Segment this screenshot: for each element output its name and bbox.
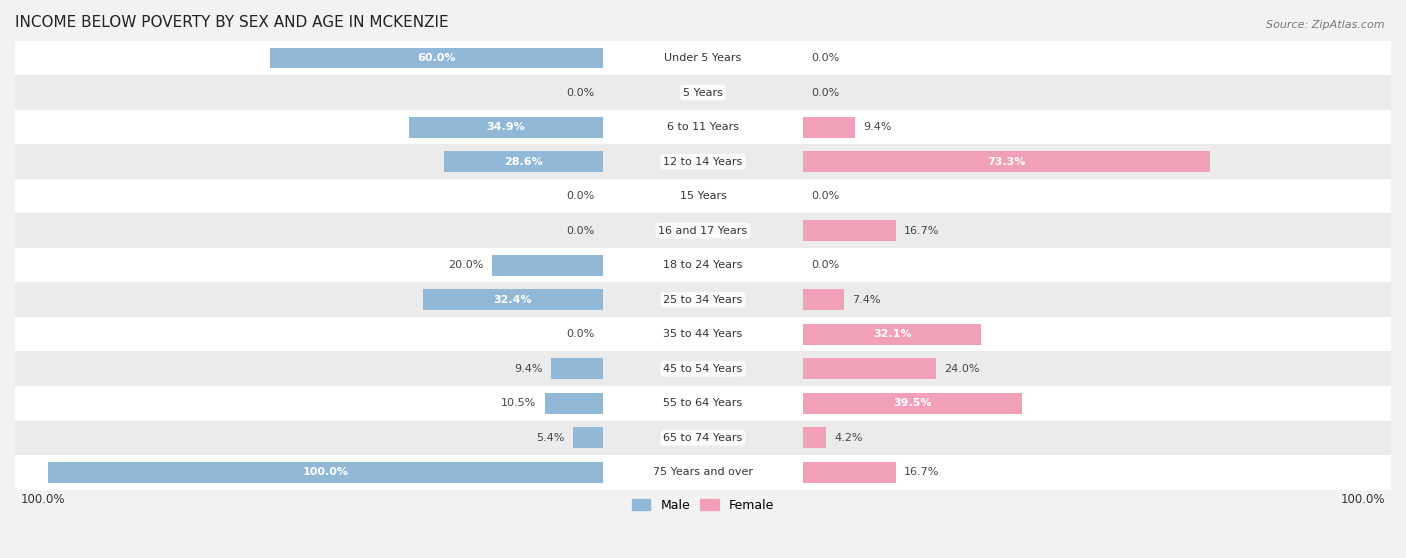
Text: 6 to 11 Years: 6 to 11 Years — [666, 122, 740, 132]
Bar — [551, 358, 603, 379]
Text: 65 to 74 Years: 65 to 74 Years — [664, 433, 742, 443]
Text: 39.5%: 39.5% — [893, 398, 932, 408]
Bar — [409, 117, 603, 137]
Bar — [803, 427, 827, 448]
Text: 9.4%: 9.4% — [515, 364, 543, 374]
Text: 5 Years: 5 Years — [683, 88, 723, 98]
Bar — [803, 358, 936, 379]
Bar — [270, 48, 603, 69]
Text: 0.0%: 0.0% — [811, 191, 839, 201]
Text: 16 and 17 Years: 16 and 17 Years — [658, 225, 748, 235]
Bar — [48, 462, 603, 483]
Text: 35 to 44 Years: 35 to 44 Years — [664, 329, 742, 339]
Text: 60.0%: 60.0% — [418, 53, 456, 63]
Bar — [15, 282, 1391, 317]
Text: INCOME BELOW POVERTY BY SEX AND AGE IN MCKENZIE: INCOME BELOW POVERTY BY SEX AND AGE IN M… — [15, 15, 449, 30]
Bar — [15, 145, 1391, 179]
Text: Source: ZipAtlas.com: Source: ZipAtlas.com — [1267, 20, 1385, 30]
Bar — [803, 324, 981, 345]
Bar — [15, 455, 1391, 489]
Bar — [803, 220, 896, 241]
Bar — [15, 386, 1391, 421]
Bar — [15, 421, 1391, 455]
Bar — [15, 41, 1391, 75]
Bar — [803, 393, 1022, 413]
Text: 25 to 34 Years: 25 to 34 Years — [664, 295, 742, 305]
Text: 0.0%: 0.0% — [567, 329, 595, 339]
Text: 100.0%: 100.0% — [21, 493, 65, 506]
Text: 0.0%: 0.0% — [811, 260, 839, 270]
Bar — [15, 248, 1391, 282]
Text: 0.0%: 0.0% — [811, 88, 839, 98]
Text: 55 to 64 Years: 55 to 64 Years — [664, 398, 742, 408]
Bar — [444, 151, 603, 172]
Text: 100.0%: 100.0% — [1341, 493, 1385, 506]
Text: 18 to 24 Years: 18 to 24 Years — [664, 260, 742, 270]
Text: 34.9%: 34.9% — [486, 122, 526, 132]
Text: 100.0%: 100.0% — [302, 467, 349, 477]
Text: Under 5 Years: Under 5 Years — [665, 53, 741, 63]
Bar — [15, 179, 1391, 214]
Bar — [15, 214, 1391, 248]
Text: 0.0%: 0.0% — [811, 53, 839, 63]
Text: 15 Years: 15 Years — [679, 191, 727, 201]
Text: 0.0%: 0.0% — [567, 225, 595, 235]
Bar — [544, 393, 603, 413]
Text: 0.0%: 0.0% — [567, 191, 595, 201]
Text: 20.0%: 20.0% — [449, 260, 484, 270]
Bar — [15, 110, 1391, 145]
Text: 5.4%: 5.4% — [536, 433, 565, 443]
Text: 12 to 14 Years: 12 to 14 Years — [664, 157, 742, 167]
Text: 10.5%: 10.5% — [501, 398, 537, 408]
Text: 45 to 54 Years: 45 to 54 Years — [664, 364, 742, 374]
Bar — [803, 462, 896, 483]
Text: 24.0%: 24.0% — [945, 364, 980, 374]
Text: 73.3%: 73.3% — [987, 157, 1025, 167]
Text: 32.4%: 32.4% — [494, 295, 533, 305]
Bar — [15, 317, 1391, 352]
Text: 4.2%: 4.2% — [835, 433, 863, 443]
Bar — [15, 352, 1391, 386]
Bar — [423, 290, 603, 310]
Bar — [15, 75, 1391, 110]
Bar — [803, 290, 844, 310]
Text: 0.0%: 0.0% — [567, 88, 595, 98]
Text: 16.7%: 16.7% — [904, 225, 939, 235]
Bar — [803, 151, 1211, 172]
Text: 16.7%: 16.7% — [904, 467, 939, 477]
Bar — [492, 255, 603, 276]
Text: 75 Years and over: 75 Years and over — [652, 467, 754, 477]
Text: 32.1%: 32.1% — [873, 329, 911, 339]
Text: 28.6%: 28.6% — [505, 157, 543, 167]
Text: 9.4%: 9.4% — [863, 122, 891, 132]
Bar — [574, 427, 603, 448]
Text: 7.4%: 7.4% — [852, 295, 882, 305]
Bar — [803, 117, 855, 137]
Legend: Male, Female: Male, Female — [627, 493, 779, 517]
